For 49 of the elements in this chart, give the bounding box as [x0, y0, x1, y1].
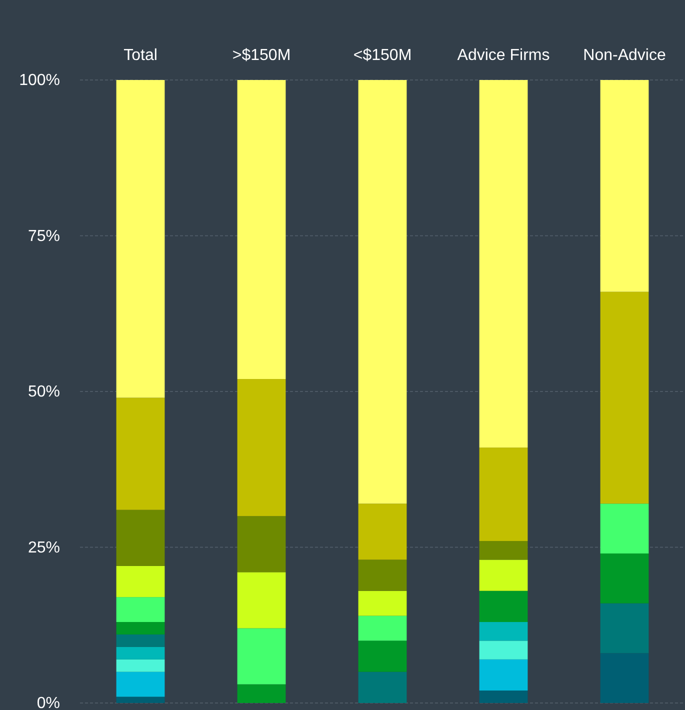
bar	[479, 448, 528, 542]
bar	[237, 80, 286, 380]
y-tick-label: 50%	[28, 384, 60, 401]
bar	[116, 696, 165, 703]
bar	[237, 572, 286, 628]
x-tick-label: >$150M	[232, 47, 291, 64]
bar	[116, 398, 165, 510]
y-tick-label: 0%	[36, 695, 60, 710]
bar	[600, 80, 649, 292]
x-tick-label: <$150M	[353, 47, 412, 64]
x-tick-label: Total	[124, 47, 158, 64]
bar	[600, 603, 649, 654]
bar	[116, 659, 165, 672]
bar	[479, 560, 528, 591]
bar	[600, 553, 649, 604]
x-tick-label: Advice Firms	[457, 47, 550, 64]
bar	[116, 672, 165, 697]
y-tick-label: 100%	[19, 72, 60, 90]
x-tick-label: Non-Advice	[583, 47, 666, 64]
bar	[479, 541, 528, 560]
bar	[479, 659, 528, 691]
bar	[479, 640, 528, 660]
y-tick-label: 25%	[28, 539, 60, 556]
bar	[358, 616, 407, 641]
bar	[237, 628, 286, 684]
bar	[479, 80, 528, 448]
bar	[237, 379, 286, 516]
bar	[600, 504, 649, 554]
bar	[479, 690, 528, 703]
bar	[358, 504, 407, 560]
bar	[116, 510, 165, 566]
bar	[479, 622, 528, 641]
bar	[358, 672, 407, 703]
bar	[358, 80, 407, 504]
bar	[116, 80, 165, 398]
bar	[358, 640, 407, 672]
bar	[116, 597, 165, 622]
bar	[358, 560, 407, 591]
bar	[116, 646, 165, 660]
bar	[600, 292, 649, 504]
bar	[479, 590, 528, 622]
bar	[116, 622, 165, 634]
bar	[237, 516, 286, 572]
bar	[600, 653, 649, 703]
bar	[358, 590, 407, 616]
bar	[116, 566, 165, 598]
bar	[237, 684, 286, 703]
y-tick-label: 75%	[28, 228, 60, 245]
bar	[116, 634, 165, 647]
